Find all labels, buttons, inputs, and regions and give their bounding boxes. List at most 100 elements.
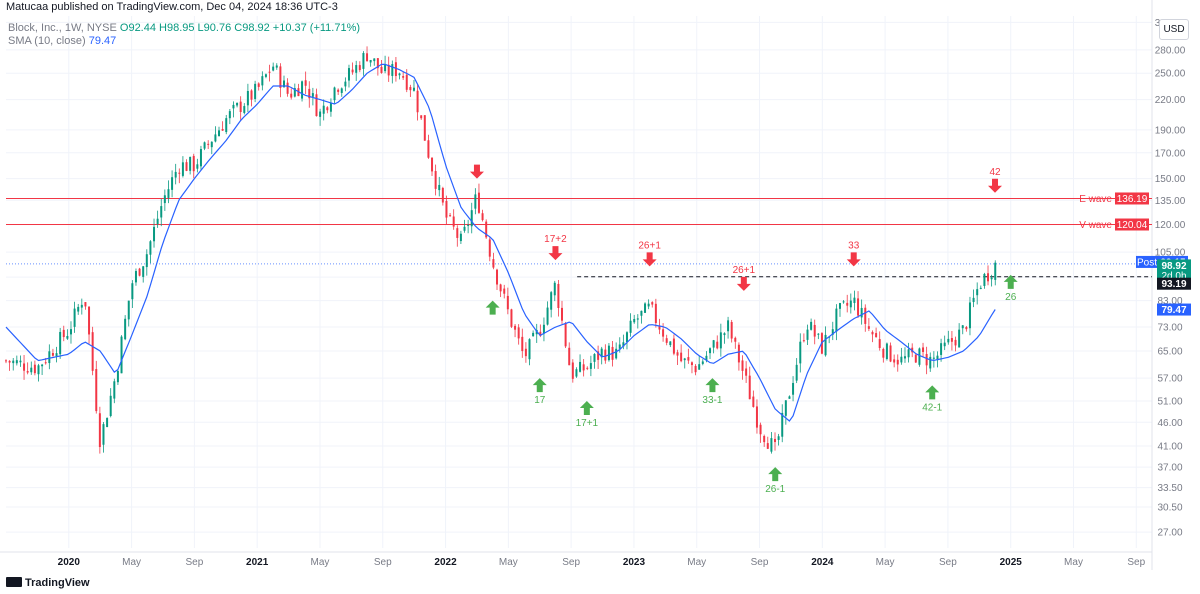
candle-body <box>676 352 679 356</box>
candle-body <box>116 371 119 383</box>
candle-body <box>546 307 549 325</box>
candle-body <box>755 406 758 428</box>
y-tick-label: 57.00 <box>1157 374 1182 385</box>
candle-body <box>918 348 921 365</box>
candle-body <box>961 325 964 329</box>
candle-body <box>434 171 437 189</box>
candle-body <box>488 239 491 257</box>
price-tag-text: 2d 0h <box>1161 271 1186 282</box>
candle-body <box>355 65 358 73</box>
candle-body <box>777 436 780 440</box>
candle-body <box>149 241 152 255</box>
y-tick-label: 120.00 <box>1155 220 1186 231</box>
wave-annotations[interactable]: 17 17+2 17+1 26+1 33-1 26+1 26-1 33 42-1 42 26 <box>469 164 1018 496</box>
candle-body <box>615 348 618 359</box>
candle-body <box>402 76 405 78</box>
candle-body <box>857 298 860 316</box>
candle-body <box>84 302 87 307</box>
arrow-up-icon <box>485 300 500 315</box>
tradingview-logo-icon <box>6 577 22 587</box>
candle-body <box>644 303 647 313</box>
candle-body <box>376 58 379 69</box>
chart-grid <box>6 16 1152 548</box>
horizontal-lines[interactable]: E wave 136.19 V wave 120.04 <box>6 192 1152 278</box>
candle-body <box>218 130 221 137</box>
x-tick-label: Sep <box>185 557 203 568</box>
y-tick-label: 105.00 <box>1155 248 1186 259</box>
y-tick-label: 51.00 <box>1157 397 1182 408</box>
candle-body <box>51 353 54 356</box>
candle-body <box>12 360 15 364</box>
candle-body <box>618 344 621 349</box>
post-label: Post <box>1137 257 1157 268</box>
candle-body <box>286 82 289 94</box>
candle-body <box>824 334 827 356</box>
candle-body <box>929 356 932 369</box>
candle-body <box>131 283 134 300</box>
candle-body <box>412 87 415 91</box>
candle-body <box>351 69 354 73</box>
y-tick-label: 220.00 <box>1155 95 1186 106</box>
candle-body <box>665 338 668 343</box>
candle-body <box>5 360 7 362</box>
arrow-up-icon <box>532 378 547 393</box>
symbol-info[interactable]: Block, Inc., 1W, NYSE <box>8 22 117 34</box>
currency-button[interactable]: USD <box>1159 19 1189 40</box>
candle-body <box>582 364 585 371</box>
candle-body <box>304 80 307 86</box>
candle-body <box>958 329 961 348</box>
candle-body <box>633 319 636 323</box>
candle-body <box>607 345 610 361</box>
wave-line-price-tag <box>1115 218 1149 231</box>
candle-body <box>506 295 509 310</box>
candle-body <box>994 262 997 280</box>
candle-body <box>922 347 925 352</box>
candle-body <box>409 87 412 91</box>
candle-body <box>492 259 495 268</box>
candle-body <box>763 435 766 443</box>
y-tick-label: 30.50 <box>1157 503 1182 514</box>
wave-line-price-text: 136.19 <box>1117 194 1148 205</box>
candle-body <box>134 271 137 283</box>
candle-body <box>542 324 545 334</box>
arrow-down-icon <box>846 252 861 267</box>
candle-body <box>896 359 899 365</box>
candle-body <box>781 412 784 437</box>
candle-body <box>485 221 488 238</box>
candle-body <box>225 118 228 133</box>
candle-body <box>467 224 470 226</box>
candle-body <box>178 172 181 174</box>
candle-body <box>239 101 242 113</box>
candle-body <box>431 157 434 172</box>
candle-body <box>680 352 683 362</box>
candle-body <box>26 371 29 373</box>
candle-body <box>8 360 11 363</box>
candle-body <box>589 363 592 369</box>
candle-body <box>698 364 701 370</box>
tradingview-logo[interactable]: TradingView <box>6 577 90 589</box>
candle-body <box>737 344 740 363</box>
candle-body <box>156 218 159 225</box>
y-tick-label: 150.00 <box>1155 174 1186 185</box>
candle-body <box>893 359 896 363</box>
price-tag-text: 98.92 <box>1161 261 1186 272</box>
y-tick-label: 135.00 <box>1155 196 1186 207</box>
candle-body <box>629 320 632 333</box>
x-tick-label: May <box>122 557 141 568</box>
candle-body <box>167 189 170 198</box>
candle-body <box>954 339 957 346</box>
candle-body <box>463 226 466 231</box>
candle-body <box>394 62 397 77</box>
candle-body <box>109 395 112 416</box>
x-tick-label: May <box>1064 557 1083 568</box>
candle-body <box>640 310 643 316</box>
candle-body <box>311 93 314 97</box>
candle-body <box>683 358 686 361</box>
candle-body <box>835 308 838 332</box>
sma-indicator-label[interactable]: SMA (10, close) <box>8 35 86 47</box>
candle-body <box>153 226 156 242</box>
candle-body <box>264 74 267 77</box>
candle-body <box>477 192 480 213</box>
candle-body <box>853 297 856 303</box>
